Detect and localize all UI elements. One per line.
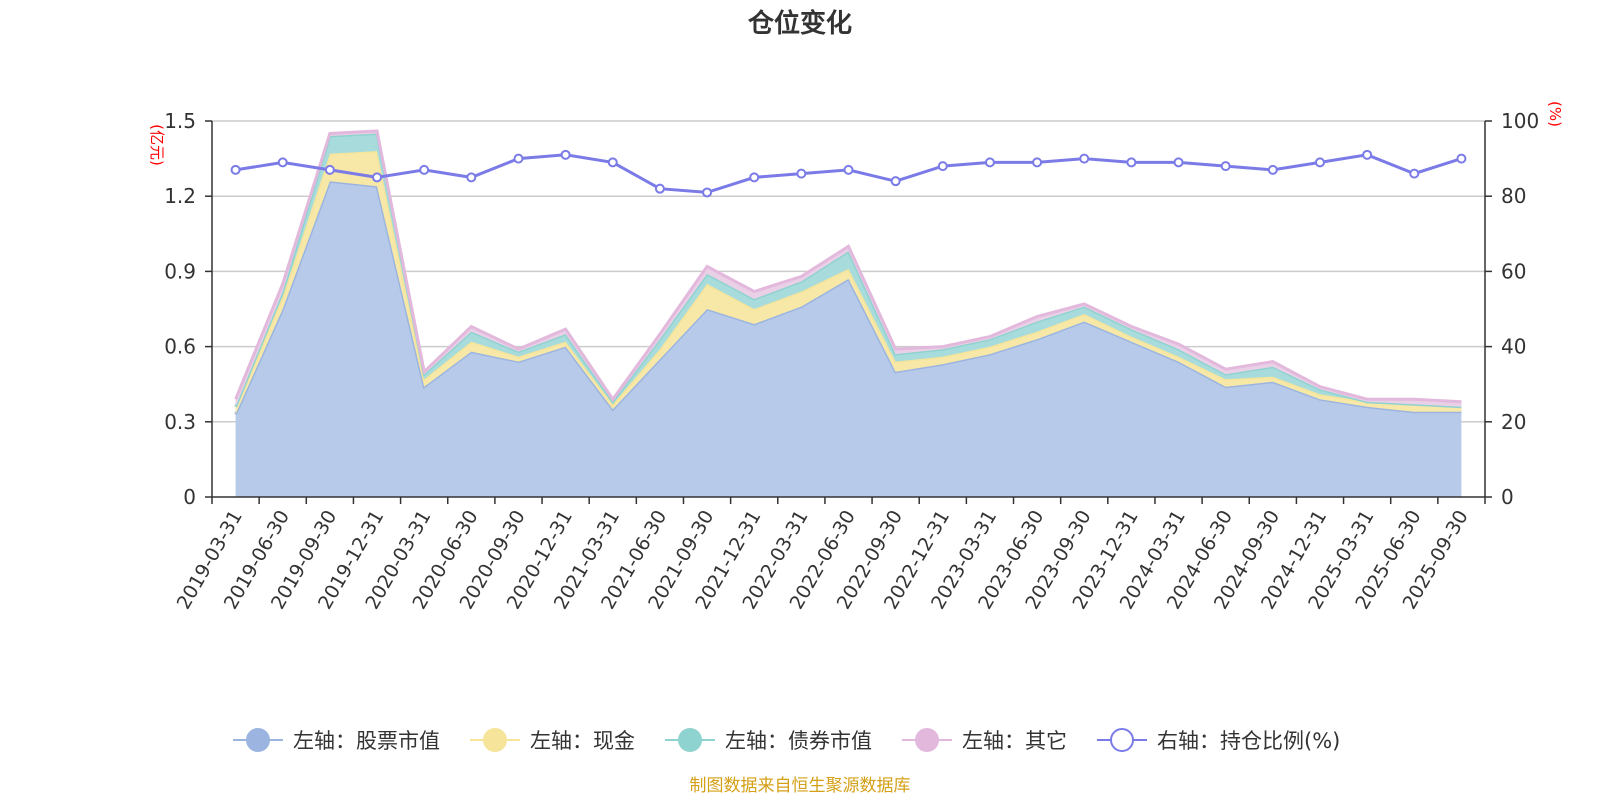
left-axis-tick-label: 0.6 [164,335,196,359]
right-axis-tick-label: 40 [1501,335,1526,359]
right-axis-tick-label: 20 [1501,410,1526,434]
ratio-line-point [324,164,335,175]
left-axis-unit: (亿元) [148,124,166,166]
right-axis-tick-label: 100 [1501,109,1539,133]
ratio-line-point [560,149,571,160]
left-axis-tick-label: 0.9 [164,259,196,283]
area-series-0 [235,181,1462,497]
ratio-line-point [1314,157,1325,168]
ratio-line-point [796,168,807,179]
ratio-line-point [1409,168,1420,179]
right-axis-tick-label: 80 [1501,184,1526,208]
ratio-line-point [1079,153,1090,164]
legend-label: 左轴：其它 [962,729,1067,753]
ratio-line-point [1126,157,1137,168]
ratio-line-point [984,157,995,168]
legend: 左轴：股票市值 左轴：现金 左轴：债券市值 左轴：其它 右轴：持仓比例(%) [233,728,1340,753]
ratio-line-point [513,153,524,164]
right-axis-unit: (%) [1546,101,1564,127]
right-axis-tick-label: 60 [1501,259,1526,283]
legend-marker [246,728,270,752]
ratio-line-point [1032,157,1043,168]
right-axis-tick-label: 0 [1501,485,1514,509]
area-series-1 [235,151,1462,415]
ratio-line-point [1362,149,1373,160]
stacked-areas [234,129,1462,497]
left-axis-tick-label: 1.5 [164,109,196,133]
ratio-line-point [1220,161,1231,172]
ratio-line-point [1267,164,1278,175]
ratio-line-point [654,183,665,194]
ratio-line-point [372,172,383,183]
left-axis-tick-label: 1.2 [164,184,196,208]
ratio-line-point [843,164,854,175]
legend-marker [483,728,507,752]
legend-label: 左轴：现金 [530,729,635,753]
legend-label: 右轴：持仓比例(%) [1157,729,1340,753]
area-series-edge-3 [234,129,1462,404]
ratio-line-point [466,172,477,183]
ratio-line-point [277,157,288,168]
ratio-line-point [419,164,430,175]
ratio-line-point [607,157,618,168]
ratio-line-point [890,176,901,187]
ratio-line-point [937,161,948,172]
legend-marker [915,728,939,752]
ratio-line-series [230,149,1467,198]
ratio-line-point [1173,157,1184,168]
ratio-line-point [702,187,713,198]
left-axis-tick-label: 0.3 [164,410,196,434]
chart-title: 仓位变化 [747,8,852,39]
data-source-note: 制图数据来自恒生聚源数据库 [690,776,911,796]
legend-marker [678,728,702,752]
legend-label: 左轴：股票市值 [293,729,440,753]
ratio-line-point [749,172,760,183]
left-axis-tick-label: 0 [183,485,196,509]
legend-label: 左轴：债券市值 [725,729,872,753]
ratio-line-point [1456,153,1467,164]
ratio-line-point [230,164,241,175]
area-series-3 [235,131,1462,407]
legend-marker [1110,728,1134,752]
